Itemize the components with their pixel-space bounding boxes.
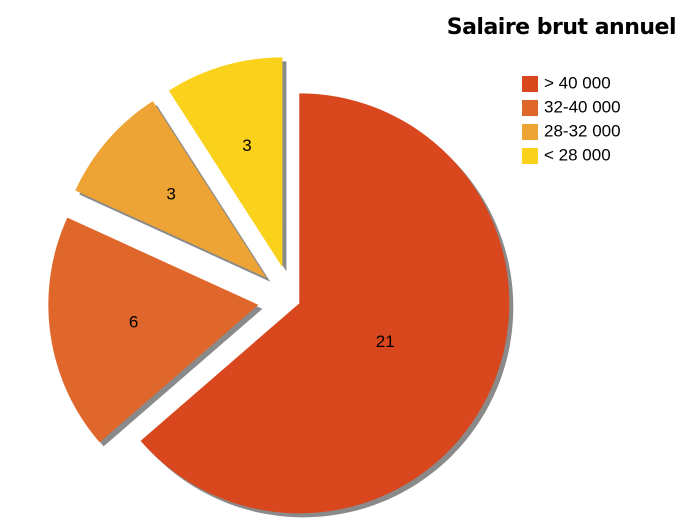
legend-swatch: [522, 100, 538, 116]
data-label: 3: [242, 136, 251, 155]
data-label: 21: [376, 332, 395, 351]
slice: [75, 101, 267, 278]
slice: [168, 57, 283, 268]
slice: [140, 93, 510, 514]
chart-title: Salaire brut annuel: [447, 15, 676, 40]
legend-swatch: [522, 124, 538, 140]
legend-swatch: [522, 76, 538, 92]
legend-swatch: [522, 148, 538, 164]
data-label: 6: [129, 312, 138, 331]
legend-label: < 28 000: [544, 145, 611, 164]
legend-label: 32-40 000: [544, 97, 621, 116]
legend-label: 28-32 000: [544, 121, 621, 140]
data-label: 3: [166, 185, 175, 204]
slice: [48, 217, 259, 443]
legend-label: > 40 000: [544, 73, 611, 92]
